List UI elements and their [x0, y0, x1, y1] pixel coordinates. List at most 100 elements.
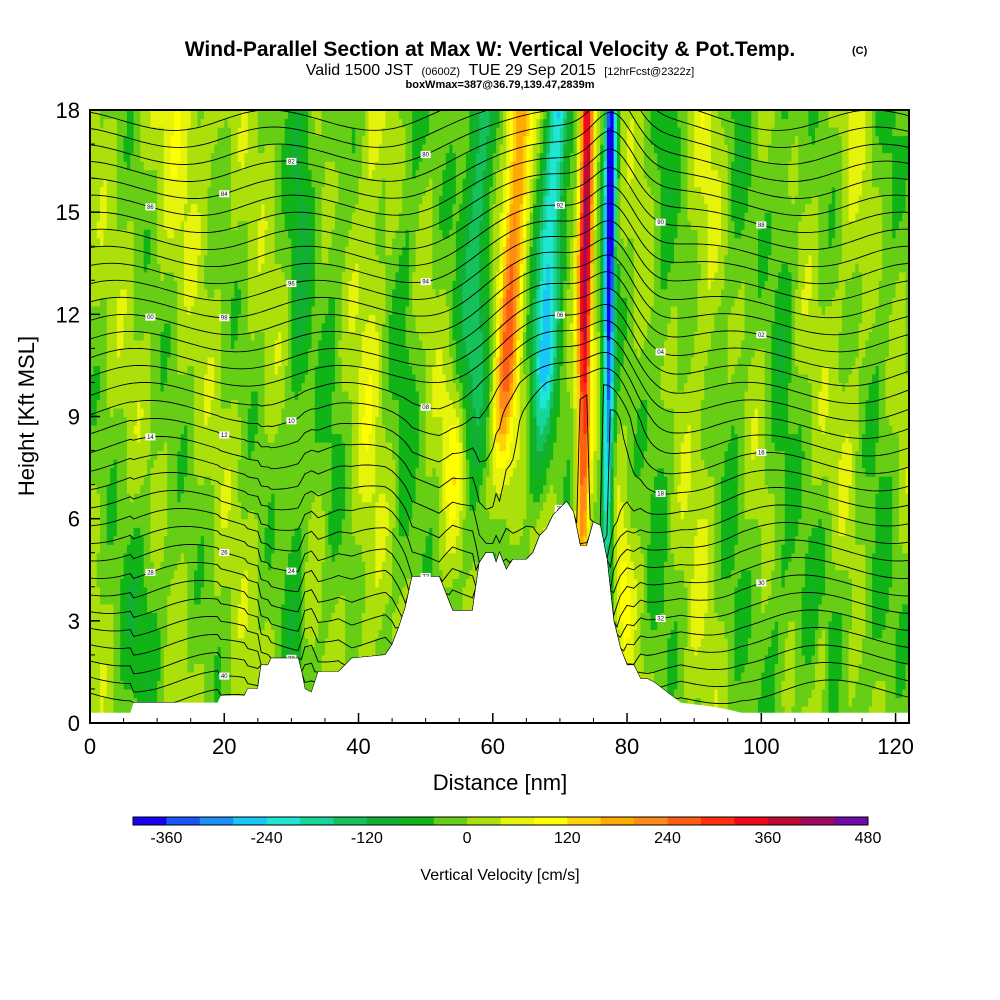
- velocity-cell: [653, 203, 662, 213]
- velocity-cell: [469, 169, 477, 179]
- velocity-cell: [496, 365, 501, 375]
- velocity-cell: [751, 425, 759, 435]
- velocity-cell: [291, 246, 296, 256]
- velocity-cell: [150, 476, 168, 486]
- velocity-cell: [257, 518, 269, 528]
- velocity-cell: [455, 237, 464, 247]
- velocity-cell: [851, 578, 866, 588]
- velocity-cell: [811, 271, 819, 281]
- velocity-cell: [714, 603, 736, 613]
- velocity-cell: [882, 629, 897, 639]
- velocity-cell: [489, 425, 494, 435]
- velocity-cell: [462, 246, 467, 256]
- velocity-cell: [348, 237, 376, 247]
- velocity-cell: [613, 578, 618, 588]
- velocity-cell: [455, 476, 460, 486]
- velocity-cell: [150, 365, 162, 375]
- velocity-cell: [311, 322, 323, 332]
- velocity-cell: [549, 314, 554, 324]
- velocity-cell: [778, 356, 786, 367]
- velocity-cell: [798, 169, 843, 179]
- velocity-cell: [455, 169, 467, 179]
- velocity-cell: [96, 561, 125, 571]
- velocity-cell: [197, 254, 205, 264]
- velocity-cell: [150, 433, 182, 443]
- velocity-cell: [489, 237, 494, 247]
- velocity-cell: [358, 433, 363, 443]
- velocity-cell: [445, 382, 457, 392]
- velocity-cell: [502, 263, 507, 273]
- velocity-cell: [492, 459, 497, 469]
- velocity-cell: [556, 322, 561, 332]
- velocity-cell: [335, 356, 343, 367]
- velocity-cell: [194, 442, 242, 452]
- velocity-cell: [133, 297, 178, 307]
- velocity-cell: [301, 178, 313, 188]
- velocity-cell: [183, 212, 188, 222]
- velocity-cell: [700, 450, 725, 460]
- velocity-cell: [603, 254, 608, 264]
- velocity-cell: [358, 365, 380, 375]
- velocity-cell: [868, 382, 880, 392]
- velocity-cell: [580, 356, 585, 367]
- velocity-cell: [194, 450, 242, 460]
- velocity-cell: [667, 476, 675, 486]
- velocity-cell: [606, 246, 615, 256]
- velocity-cell: [502, 229, 507, 239]
- velocity-cell: [445, 373, 454, 384]
- velocity-cell: [781, 688, 796, 699]
- velocity-cell: [167, 603, 188, 613]
- velocity-cell: [274, 178, 282, 188]
- velocity-cell: [596, 203, 601, 213]
- velocity-cell: [768, 646, 779, 656]
- velocity-cell: [345, 620, 363, 630]
- velocity-cell: [596, 356, 601, 367]
- velocity-cell: [345, 493, 353, 503]
- velocity-cell: [288, 612, 296, 622]
- velocity-cell: [573, 390, 578, 401]
- velocity-cell: [721, 561, 736, 571]
- velocity-cell: [667, 280, 699, 290]
- velocity-cell: [388, 510, 397, 520]
- velocity-cell: [361, 339, 380, 349]
- velocity-cell: [529, 348, 534, 358]
- velocity-cell: [586, 322, 591, 332]
- velocity-cell: [388, 314, 407, 324]
- velocity-cell: [801, 501, 830, 511]
- velocity-cell: [855, 484, 880, 494]
- velocity-cell: [502, 195, 507, 205]
- velocity-cell: [905, 203, 909, 213]
- velocity-cell: [170, 169, 178, 179]
- velocity-cell: [492, 442, 497, 452]
- velocity-cell: [257, 535, 266, 545]
- velocity-cell: [264, 212, 276, 222]
- velocity-cell: [116, 459, 128, 469]
- velocity-cell: [825, 544, 833, 554]
- velocity-cell: [133, 254, 145, 264]
- velocity-cell: [721, 288, 739, 298]
- velocity-cell: [143, 569, 175, 579]
- velocity-cell: [603, 544, 608, 554]
- velocity-cell: [895, 637, 909, 647]
- velocity-cell: [126, 459, 148, 469]
- velocity-cell: [613, 510, 618, 520]
- velocity-cell: [100, 195, 108, 205]
- velocity-cell: [398, 459, 420, 469]
- velocity-cell: [267, 220, 276, 230]
- velocity-cell: [606, 229, 615, 239]
- velocity-cell: [479, 407, 487, 418]
- velocity-cell: [590, 442, 595, 452]
- velocity-cell: [882, 220, 893, 230]
- velocity-cell: [200, 586, 215, 596]
- velocity-cell: [311, 263, 316, 273]
- velocity-cell: [496, 484, 504, 494]
- velocity-cell: [257, 390, 266, 401]
- velocity-cell: [415, 467, 427, 477]
- velocity-cell: [288, 637, 292, 647]
- velocity-cell: [590, 399, 595, 409]
- velocity-cell: [563, 297, 568, 307]
- velocity-cell: [647, 578, 665, 588]
- velocity-cell: [133, 229, 145, 239]
- velocity-cell: [382, 322, 390, 332]
- velocity-cell: [459, 373, 467, 384]
